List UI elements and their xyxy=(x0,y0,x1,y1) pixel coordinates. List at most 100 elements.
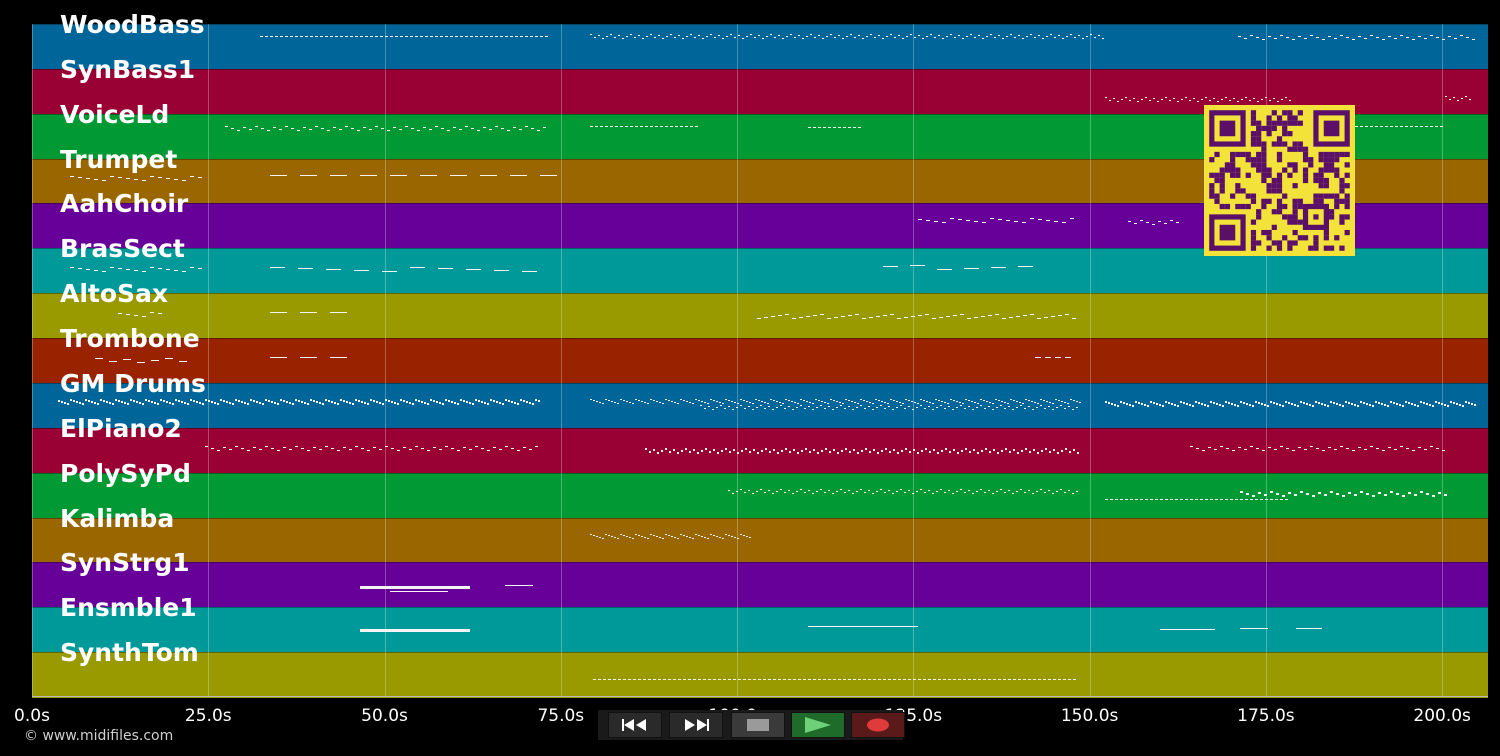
note-mark xyxy=(382,403,384,406)
note-mark xyxy=(632,403,634,405)
note-mark xyxy=(605,534,607,535)
note-mark xyxy=(1135,401,1137,404)
note-mark xyxy=(856,491,859,493)
note-mark xyxy=(1133,98,1136,100)
rewind-button[interactable] xyxy=(608,712,662,738)
note-mark xyxy=(878,35,881,37)
note-mark xyxy=(320,36,323,38)
note-mark xyxy=(142,403,144,406)
qr-module xyxy=(1276,172,1283,178)
note-mark xyxy=(291,128,295,130)
qr-code[interactable] xyxy=(1204,105,1355,256)
note-mark xyxy=(1150,499,1153,501)
note-mark xyxy=(142,270,147,272)
note-mark xyxy=(990,217,995,219)
note-mark xyxy=(1102,38,1105,40)
note-mark xyxy=(1355,126,1358,128)
note-mark xyxy=(977,403,979,405)
note-mark xyxy=(984,492,987,494)
note-mark xyxy=(908,406,911,408)
note-mark xyxy=(1457,100,1460,102)
track-label: Ensmble1 xyxy=(60,593,197,623)
note-mark xyxy=(778,314,782,316)
note-mark xyxy=(793,678,796,680)
note-mark xyxy=(1067,403,1069,405)
note-mark xyxy=(1402,495,1406,498)
note-mark xyxy=(784,492,787,494)
note-mark xyxy=(754,37,757,39)
note-mark xyxy=(280,36,283,38)
record-button[interactable] xyxy=(851,712,905,738)
note-mark xyxy=(1280,499,1283,501)
qr-module xyxy=(1318,193,1324,199)
note-mark xyxy=(1162,405,1164,408)
qr-module xyxy=(1235,172,1241,178)
note-mark xyxy=(1357,405,1359,408)
note-mark xyxy=(905,399,907,401)
note-mark xyxy=(974,402,976,404)
note-mark xyxy=(325,446,329,448)
note-mark xyxy=(298,400,300,403)
note-mark xyxy=(1366,403,1368,406)
note-mark xyxy=(1014,37,1017,39)
note-mark xyxy=(1408,402,1410,405)
note-mark xyxy=(304,402,306,405)
note-mark xyxy=(944,492,947,494)
note-mark xyxy=(748,406,751,408)
note-mark xyxy=(150,266,155,268)
note-mark xyxy=(535,399,537,402)
note-mark xyxy=(1226,448,1230,450)
note-mark xyxy=(858,678,861,680)
note-mark xyxy=(277,450,281,452)
note-mark xyxy=(1157,101,1160,103)
fast-forward-button[interactable] xyxy=(669,712,723,738)
note-mark xyxy=(103,400,105,403)
note-mark xyxy=(340,36,343,38)
note-mark xyxy=(1450,401,1452,404)
note-mark xyxy=(862,317,866,319)
note-mark xyxy=(1412,39,1416,41)
note-mark xyxy=(682,38,685,40)
note-mark xyxy=(1449,99,1452,101)
note-mark xyxy=(1339,404,1341,407)
note-mark xyxy=(483,127,487,129)
note-mark xyxy=(1058,35,1061,37)
note-mark xyxy=(1074,37,1077,39)
note-mark xyxy=(917,403,919,405)
note-mark xyxy=(1123,402,1125,405)
qr-module xyxy=(1214,172,1220,178)
note-mark xyxy=(1376,37,1380,39)
note-mark xyxy=(1220,446,1224,448)
note-mark xyxy=(837,452,840,455)
note-mark xyxy=(1202,450,1206,452)
stop-button[interactable] xyxy=(731,712,785,738)
note-mark xyxy=(1185,97,1188,99)
note-mark xyxy=(1376,448,1380,450)
note-mark xyxy=(824,408,827,410)
note-mark xyxy=(1424,449,1428,451)
note-mark xyxy=(992,403,994,405)
note-mark xyxy=(1195,401,1197,404)
qr-module xyxy=(1276,115,1283,121)
note-mark xyxy=(235,446,239,448)
note-mark xyxy=(852,493,855,495)
note-mark xyxy=(297,130,301,132)
note-mark xyxy=(1012,409,1015,411)
note-mark xyxy=(613,678,616,680)
note-mark xyxy=(900,405,903,407)
note-mark xyxy=(788,406,791,408)
play-button[interactable] xyxy=(791,712,845,738)
note-mark xyxy=(614,37,617,39)
note-mark xyxy=(184,402,186,405)
track-label: Kalimba xyxy=(60,503,175,533)
note-mark xyxy=(1210,401,1212,404)
note-mark xyxy=(1394,38,1398,40)
note-mark xyxy=(595,126,598,128)
qr-module xyxy=(1250,141,1257,147)
note-mark xyxy=(182,270,187,272)
grid-line xyxy=(384,24,386,697)
qr-module xyxy=(1292,209,1298,215)
note-mark xyxy=(646,36,649,38)
note-mark xyxy=(1028,490,1031,492)
note-mark xyxy=(845,399,847,401)
